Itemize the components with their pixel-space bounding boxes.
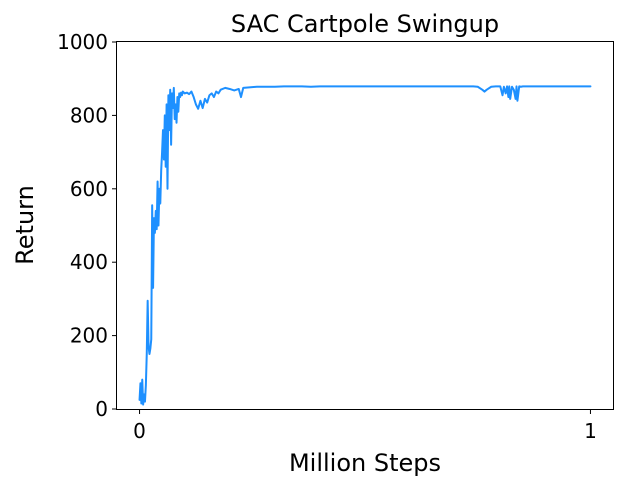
y-tick-label: 400 [70,250,108,274]
y-tick-label: 0 [95,397,108,421]
axes-frame [116,41,614,410]
y-tick-label: 800 [70,103,108,127]
y-tick-label: 600 [70,177,108,201]
y-axis-label: Return [11,185,39,265]
axis-ticks: 0 200 400 600 800 1000 0 1 [57,30,597,443]
y-tick-label: 200 [70,324,108,348]
x-tick-label: 1 [584,419,597,443]
x-axis-label: Million Steps [289,449,441,477]
series-line [138,85,592,406]
plot-area [138,85,592,406]
y-tick-label: 1000 [57,30,108,54]
x-tick-label: 0 [133,419,146,443]
chart-title: SAC Cartpole Swingup [231,10,499,38]
